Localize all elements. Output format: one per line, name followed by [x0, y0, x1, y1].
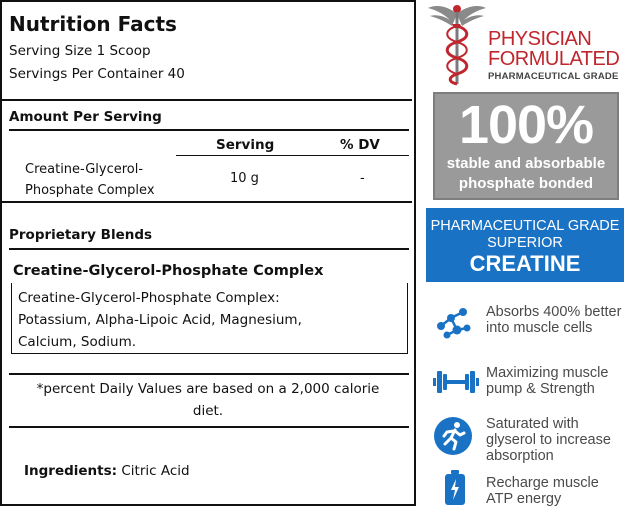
ingredient-name: Creatine-Glycerol- Phosphate Complex [25, 159, 155, 201]
superior-creatine-badge: PHARMACEUTICAL GRADE SUPERIOR CREATINE [426, 208, 624, 282]
ingredients-line: Ingredients: Citric Acid [24, 463, 190, 479]
feature-line: Maximizing muscle [486, 365, 609, 381]
badge-line: stable and absorbable [446, 155, 606, 172]
caduceus-icon [428, 5, 486, 86]
feature-saturated: Saturated with glyserol to increase abso… [486, 416, 626, 464]
amount-per-serving-heading: Amount Per Serving [9, 109, 162, 125]
molecule-icon [437, 308, 471, 339]
feature-line: Saturated with [486, 416, 579, 432]
divider-thick [0, 99, 412, 101]
divider [9, 373, 409, 375]
feature-line: pump & Strength [486, 381, 595, 397]
badge-line: PHARMACEUTICAL GRADE [430, 218, 620, 234]
ingredient-dv-value: - [360, 171, 365, 186]
footnote-line: *percent Daily Values are based on a 2,0… [36, 381, 380, 397]
column-header-dv: % DV [340, 137, 380, 153]
feature-line: absorption [486, 448, 554, 464]
ingredients-value: Citric Acid [117, 463, 190, 479]
footnote-line: diet. [192, 403, 224, 419]
battery-icon [445, 470, 465, 505]
physician-text: PHYSICIAN [488, 28, 592, 50]
blend-description-line: Potassium, Alpha-Lipoic Acid, Magnesium, [18, 312, 302, 328]
feature-line: ATP energy [486, 491, 562, 507]
divider [9, 129, 409, 131]
divider-thick [0, 201, 412, 203]
divider [9, 426, 409, 428]
divider [9, 248, 409, 250]
blend-description-line: Calcium, Sodium. [18, 334, 137, 350]
ingredient-name-line: Creatine-Glycerol- [25, 162, 144, 177]
blend-box [11, 283, 408, 354]
feature-line: Recharge muscle [486, 475, 599, 491]
feature-pump: Maximizing muscle pump & Strength [486, 365, 626, 397]
blend-description-line: Creatine-Glycerol-Phosphate Complex: [18, 290, 280, 306]
ingredients-label: Ingredients: [24, 463, 118, 479]
feature-line: Absorbs 400% better [486, 304, 622, 320]
ingredient-serving-value: 10 g [230, 171, 259, 186]
daily-value-footnote: *percent Daily Values are based on a 2,0… [15, 378, 401, 422]
serving-size: Serving Size 1 Scoop [9, 43, 151, 59]
formulated-text: FORMULATED [488, 48, 620, 70]
hundred-percent: 100% [458, 95, 594, 155]
runner-icon [434, 417, 472, 455]
nutrition-facts-panel [0, 0, 416, 506]
feature-recharge: Recharge muscle ATP energy [486, 475, 626, 507]
ingredient-name-line: Phosphate Complex [25, 183, 155, 198]
divider [176, 155, 409, 156]
feature-line: into muscle cells [486, 320, 593, 336]
nutrition-facts-title: Nutrition Facts [9, 12, 177, 36]
badge-line: phosphate bonded [458, 175, 594, 192]
blend-title: Creatine-Glycerol-Phosphate Complex [13, 263, 324, 279]
creatine-text: CREATINE [469, 251, 581, 276]
feature-absorbs: Absorbs 400% better into muscle cells [486, 304, 626, 336]
dumbbell-icon [433, 371, 479, 393]
servings-per-container: Servings Per Container 40 [9, 66, 185, 82]
feature-line: glyserol to increase [486, 432, 611, 448]
badge-line: SUPERIOR [487, 235, 563, 251]
stable-absorbable-badge: 100% stable and absorbable phosphate bon… [433, 92, 619, 200]
physician-formulated-logo [426, 0, 624, 88]
blend-description: Creatine-Glycerol-Phosphate Complex: Pot… [18, 287, 348, 353]
pharmaceutical-grade-text: PHARMACEUTICAL GRADE [488, 71, 619, 82]
column-header-serving: Serving [216, 137, 275, 153]
proprietary-blends-heading: Proprietary Blends [9, 227, 153, 243]
